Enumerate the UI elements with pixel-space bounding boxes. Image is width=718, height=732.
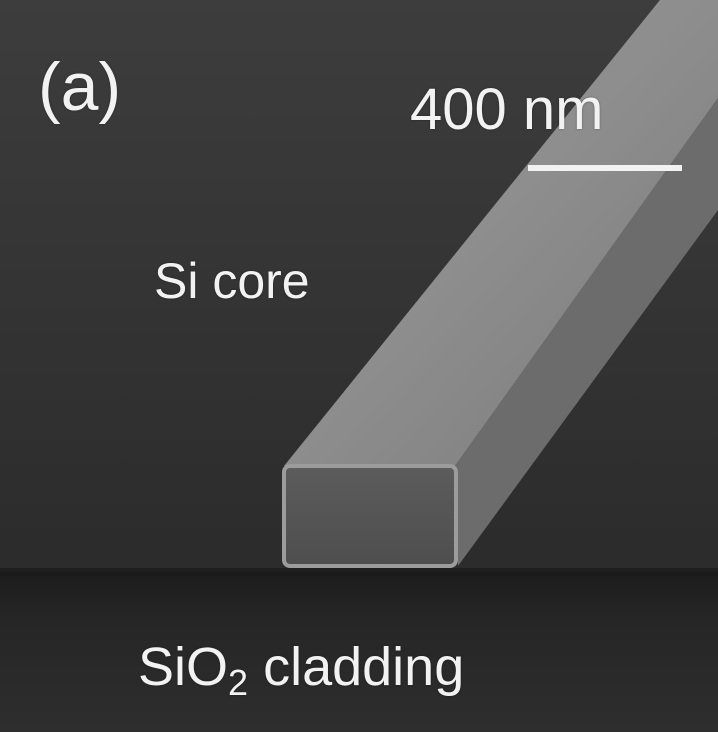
cladding-subscript: 2	[228, 662, 249, 703]
scale-bar-label: 400 nm	[410, 77, 604, 142]
waveguide-side-face	[455, 98, 718, 566]
waveguide-end-facet	[284, 466, 456, 566]
scale-bar	[528, 165, 682, 171]
substrate-edge	[0, 568, 718, 576]
cladding-prefix: SiO	[138, 637, 229, 697]
waveguide-top-face	[284, 0, 718, 466]
si-core-label: Si core	[154, 253, 310, 309]
cladding-suffix: cladding	[248, 637, 465, 697]
sio2-cladding-label: SiO2 cladding	[138, 636, 464, 704]
panel-label: (a)	[38, 49, 122, 125]
facet-edge-highlight	[282, 464, 458, 568]
sio2-cladding-region	[0, 572, 718, 732]
